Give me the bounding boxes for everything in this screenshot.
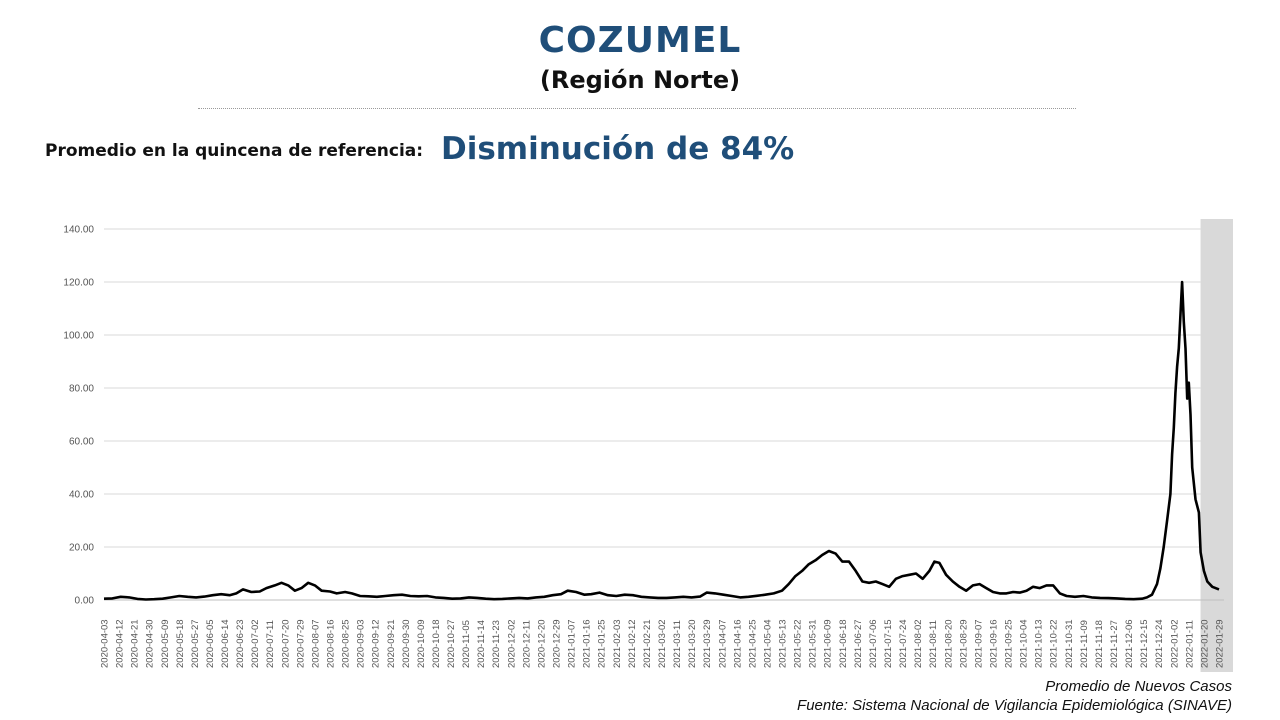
- x-tick-label: 2020-07-11: [265, 620, 276, 668]
- y-tick-label: 80.00: [69, 384, 94, 395]
- x-tick-label: 2021-08-20: [943, 619, 954, 668]
- x-tick-label: 2021-03-20: [687, 619, 698, 668]
- x-tick-label: 2020-10-09: [416, 619, 427, 668]
- x-tick-label: 2021-04-16: [732, 619, 743, 668]
- x-tick-label: 2022-01-11: [1184, 620, 1195, 668]
- x-tick-label: 2021-01-07: [567, 619, 578, 668]
- x-tick-label: 2021-08-11: [928, 620, 939, 668]
- x-tick-label: 2021-05-22: [793, 619, 804, 668]
- y-tick-label: 0.00: [75, 596, 95, 607]
- highlight-band: [1200, 219, 1233, 672]
- x-tick-label: 2021-07-15: [883, 619, 894, 668]
- x-tick-label: 2020-11-05: [461, 620, 472, 668]
- x-tick-label: 2021-10-04: [1019, 619, 1030, 668]
- grid-lines: [104, 228, 1224, 601]
- x-tick-label: 2021-09-25: [1004, 619, 1015, 668]
- y-tick-label: 60.00: [69, 437, 94, 448]
- x-tick-label: 2022-01-02: [1169, 619, 1180, 668]
- x-tick-label: 2020-07-02: [250, 619, 261, 668]
- x-tick-label: 2021-07-24: [898, 619, 909, 668]
- x-tick-label: 2021-03-02: [657, 619, 668, 668]
- x-tick-label: 2021-04-25: [747, 619, 758, 668]
- y-tick-label: 20.00: [69, 543, 94, 554]
- x-tick-label: 2020-04-30: [145, 619, 156, 668]
- y-tick-label: 40.00: [69, 490, 94, 501]
- source-note: Fuente: Sistema Nacional de Vigilancia E…: [797, 697, 1232, 714]
- x-tick-label: 2021-10-13: [1034, 619, 1045, 668]
- x-tick-label: 2021-12-15: [1139, 619, 1150, 668]
- x-tick-label: 2020-06-05: [205, 619, 216, 668]
- x-tick-label: 2020-09-30: [401, 619, 412, 668]
- series-line-new-cases: [103, 280, 1220, 601]
- x-tick-label: 2020-12-02: [506, 619, 517, 668]
- x-tick-label: 2020-09-12: [371, 619, 382, 668]
- x-tick-label: 2022-01-29: [1214, 619, 1225, 668]
- x-tick-label: 2020-10-27: [446, 619, 457, 668]
- x-tick-label: 2020-11-23: [491, 620, 502, 668]
- x-tick-label: 2020-09-21: [386, 619, 397, 668]
- x-tick-label: 2020-04-21: [130, 619, 141, 668]
- page-subtitle: (Región Norte): [539, 66, 741, 94]
- x-tick-label: 2020-05-27: [190, 619, 201, 668]
- x-tick-label: 2020-04-12: [115, 619, 126, 668]
- page-title: COZUMEL: [538, 20, 742, 61]
- title-divider: [198, 108, 1076, 109]
- x-tick-label: 2021-05-13: [778, 619, 789, 668]
- x-tick-label: 2021-02-12: [627, 619, 638, 668]
- x-tick-label: 2020-05-18: [175, 619, 186, 668]
- x-tick-label: 2021-12-06: [1124, 619, 1135, 668]
- x-tick-label: 2020-12-11: [521, 620, 532, 668]
- x-tick-label: 2021-11-18: [1094, 620, 1105, 668]
- x-tick-label: 2021-06-09: [823, 619, 834, 668]
- x-tick-label: 2021-08-29: [958, 619, 969, 668]
- x-tick-label: 2021-07-06: [868, 619, 879, 668]
- x-tick-label: 2021-03-11: [672, 620, 683, 668]
- x-tick-label: 2020-08-16: [326, 619, 337, 668]
- reference-label: Promedio en la quincena de referencia:: [45, 141, 424, 161]
- x-tick-label: 2021-03-29: [702, 619, 713, 668]
- x-tick-label: 2020-12-20: [536, 619, 547, 668]
- x-tick-label: 2021-05-04: [762, 619, 773, 668]
- x-tick-label: 2021-04-07: [717, 619, 728, 668]
- x-tick-label: 2021-01-16: [582, 619, 593, 668]
- series-legend-label: Promedio de Nuevos Casos: [1045, 678, 1232, 695]
- x-tick-label: 2020-11-14: [476, 620, 487, 668]
- x-tick-label: 2020-07-29: [295, 619, 306, 668]
- x-tick-label: 2020-08-07: [310, 619, 321, 668]
- x-tick-label: 2020-08-25: [341, 619, 352, 668]
- x-tick-label: 2021-10-31: [1064, 619, 1075, 668]
- x-tick-label: 2020-12-29: [552, 619, 563, 668]
- x-tick-label: 2021-02-03: [612, 619, 623, 668]
- x-tick-label: 2021-10-22: [1049, 619, 1060, 668]
- x-tick-label: 2020-05-09: [160, 619, 171, 668]
- x-tick-label: 2020-06-23: [235, 619, 246, 668]
- x-axis-ticks: 2020-04-03 2020-04-12 2020-04-21 2020-04-30…: [100, 619, 1226, 668]
- reference-value: Disminución de 84%: [441, 131, 795, 167]
- x-tick-label: 2021-08-02: [913, 619, 924, 668]
- x-tick-label: 2021-05-31: [808, 619, 819, 668]
- x-tick-label: 2020-06-14: [220, 619, 231, 668]
- x-tick-label: 2021-09-07: [973, 619, 984, 668]
- x-tick-label: 2021-06-18: [838, 619, 849, 668]
- x-tick-label: 2021-11-27: [1109, 620, 1120, 668]
- x-tick-label: 2021-02-21: [642, 619, 653, 668]
- x-tick-label: 2021-11-09: [1079, 620, 1090, 668]
- y-tick-label: 100.00: [63, 331, 94, 342]
- x-tick-label: 2021-01-25: [597, 619, 608, 668]
- y-tick-label: 120.00: [63, 278, 94, 289]
- x-tick-label: 2021-12-24: [1154, 619, 1165, 668]
- x-tick-label: 2022-01-20: [1199, 619, 1210, 668]
- x-tick-label: 2020-07-20: [280, 619, 291, 668]
- x-tick-label: 2021-06-27: [853, 619, 864, 668]
- x-tick-label: 2021-09-16: [988, 619, 999, 668]
- y-axis-ticks: 0.00 20.00 40.00 60.00 80.00 100.00 120.00 140.…: [63, 225, 94, 607]
- x-tick-label: 2020-04-03: [100, 619, 111, 668]
- y-tick-label: 140.00: [63, 225, 94, 236]
- x-tick-label: 2020-10-18: [431, 619, 442, 668]
- x-tick-label: 2020-09-03: [356, 619, 367, 668]
